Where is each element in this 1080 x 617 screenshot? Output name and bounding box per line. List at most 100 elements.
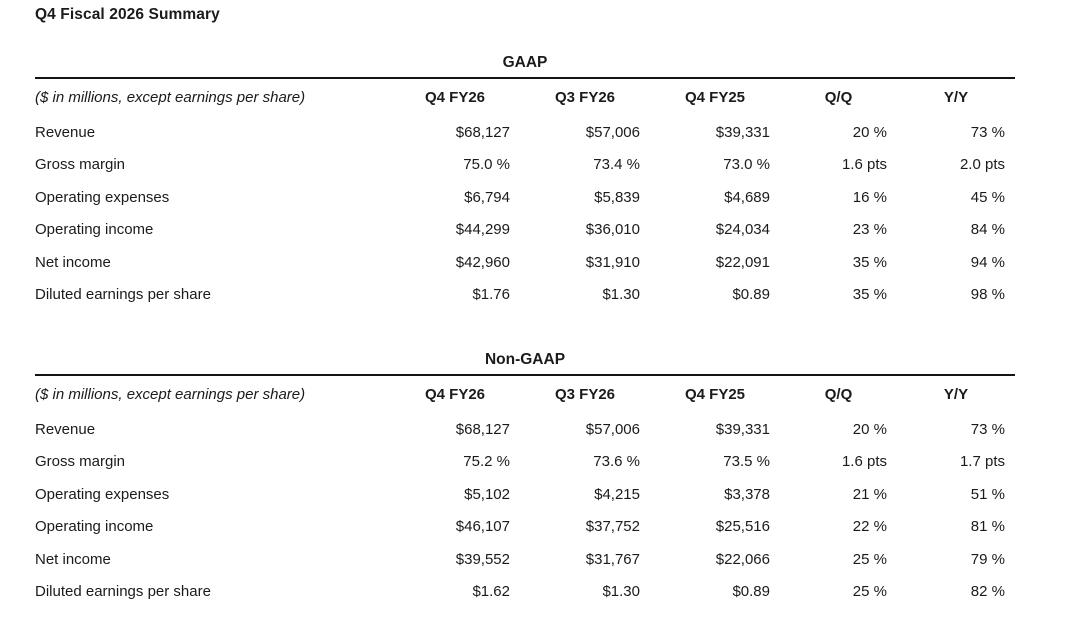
cell-value: 98 %	[970, 286, 1005, 304]
cell-value: 73.0 %	[723, 156, 770, 174]
cell-value: $22,066	[715, 550, 770, 568]
non-gaap-table-title: Non-GAAP	[484, 351, 566, 368]
cell-value: $0.89	[732, 286, 770, 304]
cell-value: $6,794	[464, 188, 510, 206]
cell-value: 21 %	[852, 485, 887, 503]
gaap-table: ($ in millions, except earnings per shar…	[35, 77, 1015, 311]
cell-value: $1.62	[472, 583, 510, 601]
cell-value: $4,689	[724, 188, 770, 206]
table-row-operating-expenses: Operating expenses $6,794 $5,839 $4,689 16 %…	[35, 181, 1015, 214]
unit-note: ($ in millions, except earnings per shar…	[35, 89, 306, 106]
row-label: Gross margin	[35, 156, 126, 174]
column-header-q3-fy26: Q3 FY26	[554, 89, 616, 106]
cell-value: 16 %	[852, 188, 887, 206]
column-header-q4-fy25: Q4 FY25	[684, 89, 746, 106]
cell-value: 73.4 %	[593, 156, 640, 174]
cell-value: $39,331	[715, 123, 770, 141]
cell-value: 35 %	[852, 253, 887, 271]
cell-value: 75.0 %	[463, 156, 510, 174]
cell-value: 20 %	[852, 123, 887, 141]
column-header-q4-fy26: Q4 FY26	[424, 386, 486, 403]
column-header-y-y: Y/Y	[943, 386, 969, 403]
gaap-section: GAAP ($ in millions, except earnings per…	[35, 54, 1015, 311]
cell-value: 51 %	[970, 485, 1005, 503]
cell-value: 73 %	[970, 123, 1005, 141]
row-label: Operating expenses	[35, 485, 170, 503]
cell-value: 45 %	[970, 188, 1005, 206]
table-row-net-income: Net income $42,960 $31,910 $22,091 35 % 94 %	[35, 246, 1015, 279]
table-row-diluted-earnings-per-share: Diluted earnings per share $1.62 $1.30 $0.8…	[35, 576, 1015, 609]
cell-value: 73.5 %	[723, 453, 770, 471]
cell-value: $57,006	[585, 123, 640, 141]
cell-value: 20 %	[852, 420, 887, 438]
cell-value: 1.7 pts	[959, 453, 1005, 471]
row-label: Net income	[35, 253, 111, 271]
cell-value: 25 %	[852, 550, 887, 568]
cell-value: $68,127	[455, 123, 510, 141]
cell-value: 94 %	[970, 253, 1005, 271]
table-row-revenue: Revenue $68,127 $57,006 $39,331 20 % 73 %	[35, 413, 1015, 446]
table-row-operating-income: Operating income $46,107 $37,752 $25,516 22 …	[35, 511, 1015, 544]
cell-value: 1.6 pts	[841, 156, 887, 174]
fiscal-summary-page: Q4 Fiscal 2026 Summary GAAP ($ in millio…	[35, 6, 1015, 608]
cell-value: 82 %	[970, 583, 1005, 601]
cell-value: $46,107	[455, 518, 510, 536]
cell-value: $5,102	[464, 485, 510, 503]
table-row-diluted-earnings-per-share: Diluted earnings per share $1.76 $1.30 $0.8…	[35, 279, 1015, 312]
cell-value: $1.30	[602, 286, 640, 304]
cell-value: $4,215	[594, 485, 640, 503]
table-row-gross-margin: Gross margin 75.0 % 73.4 % 73.0 % 1.6 pts 2.0…	[35, 149, 1015, 182]
cell-value: 35 %	[852, 286, 887, 304]
cell-value: $68,127	[455, 420, 510, 438]
row-label: Diluted earnings per share	[35, 286, 211, 304]
cell-value: $25,516	[715, 518, 770, 536]
non-gaap-section: Non-GAAP ($ in millions, except earnings…	[35, 351, 1015, 608]
cell-value: 1.6 pts	[841, 453, 887, 471]
cell-value: $1.76	[472, 286, 510, 304]
cell-value: $31,910	[585, 253, 640, 271]
column-header-q4-fy26: Q4 FY26	[424, 89, 486, 106]
cell-value: $39,331	[715, 420, 770, 438]
cell-value: $24,034	[715, 221, 770, 239]
cell-value: 73.6 %	[593, 453, 640, 471]
table-row-net-income: Net income $39,552 $31,767 $22,066 25 % 79 %	[35, 543, 1015, 576]
cell-value: $0.89	[732, 583, 770, 601]
column-header-y-y: Y/Y	[943, 89, 969, 106]
cell-value: 25 %	[852, 583, 887, 601]
header-row: ($ in millions, except earnings per shar…	[35, 78, 1015, 116]
cell-value: $39,552	[455, 550, 510, 568]
cell-value: $57,006	[585, 420, 640, 438]
header-row: ($ in millions, except earnings per shar…	[35, 375, 1015, 413]
row-label: Operating income	[35, 221, 154, 239]
cell-value: $22,091	[715, 253, 770, 271]
cell-value: 2.0 pts	[959, 156, 1005, 174]
cell-value: 22 %	[852, 518, 887, 536]
cell-value: 73 %	[970, 420, 1005, 438]
page-title: Q4 Fiscal 2026 Summary	[35, 6, 220, 23]
cell-value: 23 %	[852, 221, 887, 239]
cell-value: $5,839	[594, 188, 640, 206]
row-label: Revenue	[35, 123, 96, 141]
cell-value: $42,960	[455, 253, 510, 271]
table-row-operating-income: Operating income $44,299 $36,010 $24,034 23 …	[35, 214, 1015, 247]
unit-note: ($ in millions, except earnings per shar…	[35, 386, 306, 403]
cell-value: $37,752	[585, 518, 640, 536]
cell-value: 79 %	[970, 550, 1005, 568]
row-label: Net income	[35, 550, 111, 568]
row-label: Gross margin	[35, 453, 126, 471]
column-header-q-q: Q/Q	[824, 89, 853, 106]
cell-value: $1.30	[602, 583, 640, 601]
cell-value: 84 %	[970, 221, 1005, 239]
non-gaap-table: ($ in millions, except earnings per shar…	[35, 374, 1015, 608]
gaap-table-title: GAAP	[502, 54, 548, 71]
cell-value: 75.2 %	[463, 453, 510, 471]
table-row-gross-margin: Gross margin 75.2 % 73.6 % 73.5 % 1.6 pts 1.7…	[35, 446, 1015, 479]
row-label: Revenue	[35, 420, 96, 438]
cell-value: $3,378	[724, 485, 770, 503]
table-row-revenue: Revenue $68,127 $57,006 $39,331 20 % 73 %	[35, 116, 1015, 149]
row-label: Diluted earnings per share	[35, 583, 211, 601]
cell-value: 81 %	[970, 518, 1005, 536]
table-row-operating-expenses: Operating expenses $5,102 $4,215 $3,378 21 %…	[35, 478, 1015, 511]
cell-value: $44,299	[455, 221, 510, 239]
row-label: Operating income	[35, 518, 154, 536]
